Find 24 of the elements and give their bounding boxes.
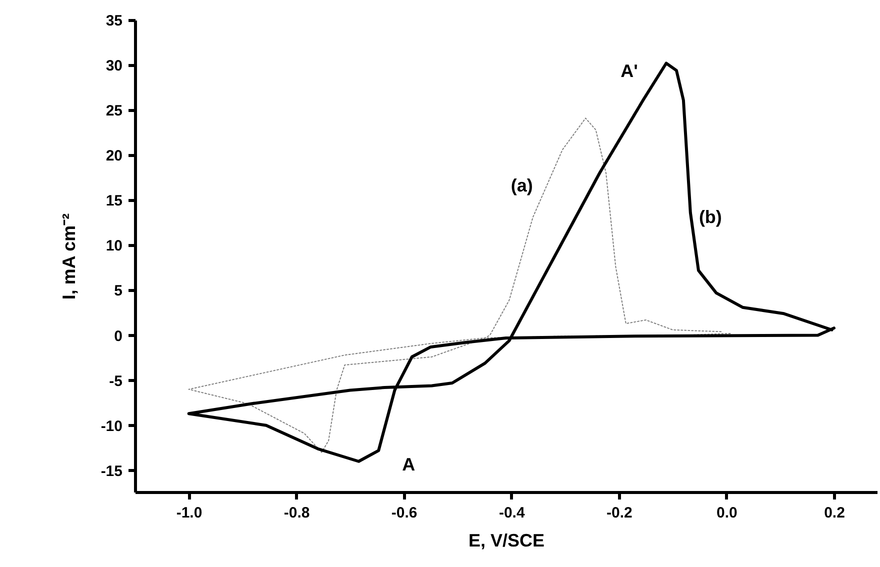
annotation: A — [402, 454, 416, 474]
x-tick-label: -0.2 — [606, 504, 632, 522]
x-axis-title: E, V/SCE — [468, 530, 545, 550]
y-tick-label: -10 — [100, 418, 122, 435]
x-tick-label: -0.4 — [498, 504, 526, 522]
y-tick-label: 15 — [106, 192, 122, 210]
y-tick-label: -15 — [100, 462, 122, 480]
y-tick-label: 20 — [106, 148, 122, 165]
x-tick-label: -0.8 — [284, 504, 310, 522]
annotation: A' — [620, 61, 638, 82]
y-axis-title: I, mA cm⁻² — [58, 213, 79, 300]
x-tick-label: 0.2 — [824, 504, 845, 522]
x-tick-label: -1.0 — [176, 504, 202, 522]
y-tick-label: 35 — [106, 12, 122, 30]
x-tick-label: 0.0 — [716, 504, 738, 522]
annotation: (b) — [698, 206, 722, 227]
y-tick-label: 25 — [106, 102, 122, 120]
y-tick-label: 10 — [106, 238, 122, 255]
y-tick-label: -5 — [109, 372, 122, 390]
y-tick-label: 5 — [114, 282, 122, 300]
annotation: (a) — [510, 175, 533, 196]
y-tick-label: 0 — [114, 328, 122, 345]
y-tick-label: 30 — [106, 58, 122, 75]
x-tick-label: -0.6 — [391, 504, 418, 522]
